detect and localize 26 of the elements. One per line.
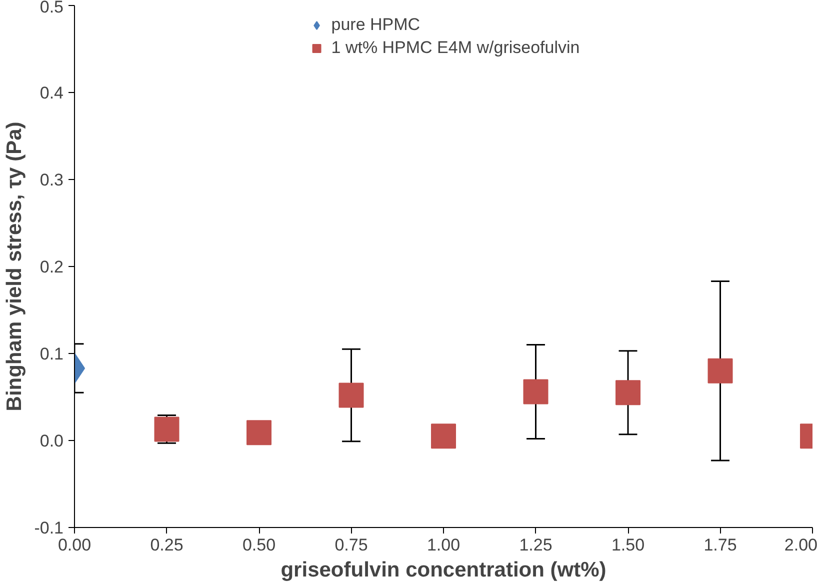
y-tick-label: 0.0 <box>40 432 64 450</box>
x-tick-label: 0.50 <box>242 536 276 554</box>
y-tick-label: 0.1 <box>40 344 64 364</box>
point <box>246 420 272 446</box>
x-tick-label: 1.00 <box>426 536 460 554</box>
x-tick-label: 1.75 <box>704 536 737 554</box>
x-tick-label: 0.00 <box>58 536 92 554</box>
y-axis-title: Bingham yield stress, τy (Pa) <box>3 122 26 412</box>
y-tick-label: 0.3 <box>40 170 64 190</box>
point <box>338 382 364 408</box>
y-tick-label: 0.2 <box>40 258 64 276</box>
legend-label: 1 wt% HPMC E4M w/griseofulvin <box>331 38 580 58</box>
y-tick-label: -0.1 <box>34 518 64 538</box>
x-axis-title: griseofulvin concentration (wt%) <box>280 558 606 582</box>
point <box>523 379 548 404</box>
x-tick-label: 1.25 <box>519 536 552 554</box>
x-tick-label: 0.25 <box>150 536 184 554</box>
y-tick-label: 0.5 <box>40 0 64 16</box>
point <box>431 424 456 449</box>
legend-label: pure HPMC <box>331 15 420 35</box>
x-tick-label: 2.00 <box>784 536 817 554</box>
point <box>708 358 733 384</box>
x-tick-label: 1.50 <box>611 536 645 554</box>
point <box>616 380 640 406</box>
x-tick-label: 0.75 <box>334 536 368 554</box>
y-tick-label: 0.4 <box>40 84 64 102</box>
